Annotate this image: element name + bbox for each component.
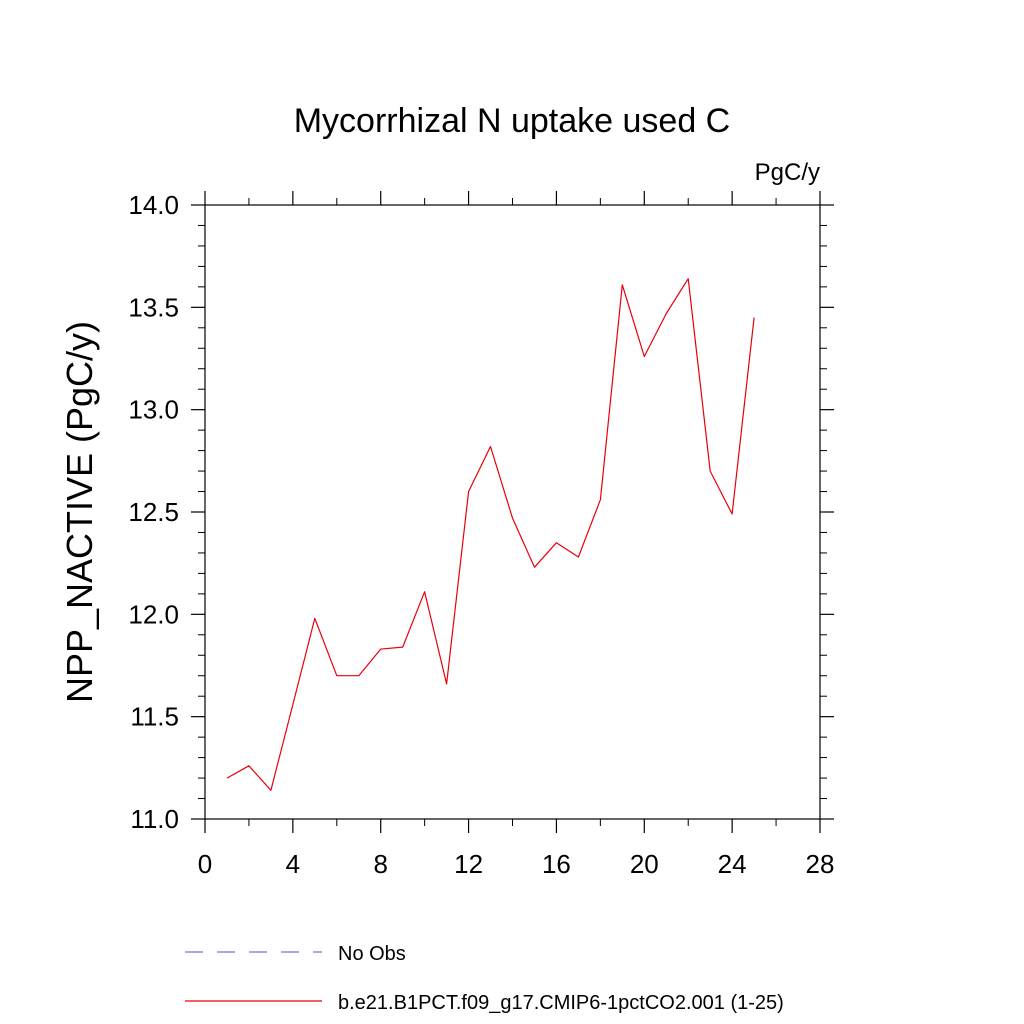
x-tick-label: 16 <box>542 849 571 879</box>
legend: No Obs b.e21.B1PCT.f09_g17.CMIP6-1pctCO2.… <box>185 943 784 1014</box>
chart-title: Mycorrhizal N uptake used C <box>294 102 731 140</box>
series-line <box>226 278 755 791</box>
y-tick-label: 12.5 <box>128 497 179 527</box>
y-tick-label: 14.0 <box>128 190 179 220</box>
axis-tick-labels: 0 4 8 12 16 20 24 28 11.0 11.5 12.0 12.5 13.0 13.5 14.… <box>128 190 834 879</box>
x-tick-label: 20 <box>630 849 659 879</box>
legend-label: b.e21.B1PCT.f09_g17.CMIP6-1pctCO2.001 (1… <box>338 992 784 1014</box>
y-axis-label: NPP_NACTIVE (PgC/y) <box>59 321 100 703</box>
y-tick-label: 12.0 <box>128 599 179 629</box>
x-tick-label: 24 <box>718 849 747 879</box>
plot-frame <box>204 204 821 820</box>
y-tick-label: 13.5 <box>128 292 179 322</box>
x-tick-label: 8 <box>373 849 387 879</box>
units-label: PgC/y <box>755 159 820 186</box>
axis-ticks <box>191 191 834 833</box>
y-tick-label: 11.0 <box>130 804 179 834</box>
x-tick-label: 28 <box>806 849 835 879</box>
legend-label: No Obs <box>338 943 406 965</box>
series-lines <box>226 278 755 791</box>
x-tick-label: 0 <box>198 849 212 879</box>
y-tick-label: 13.0 <box>128 395 179 425</box>
x-tick-label: 12 <box>454 849 483 879</box>
x-tick-label: 4 <box>286 849 300 879</box>
y-tick-label: 11.5 <box>130 702 179 732</box>
